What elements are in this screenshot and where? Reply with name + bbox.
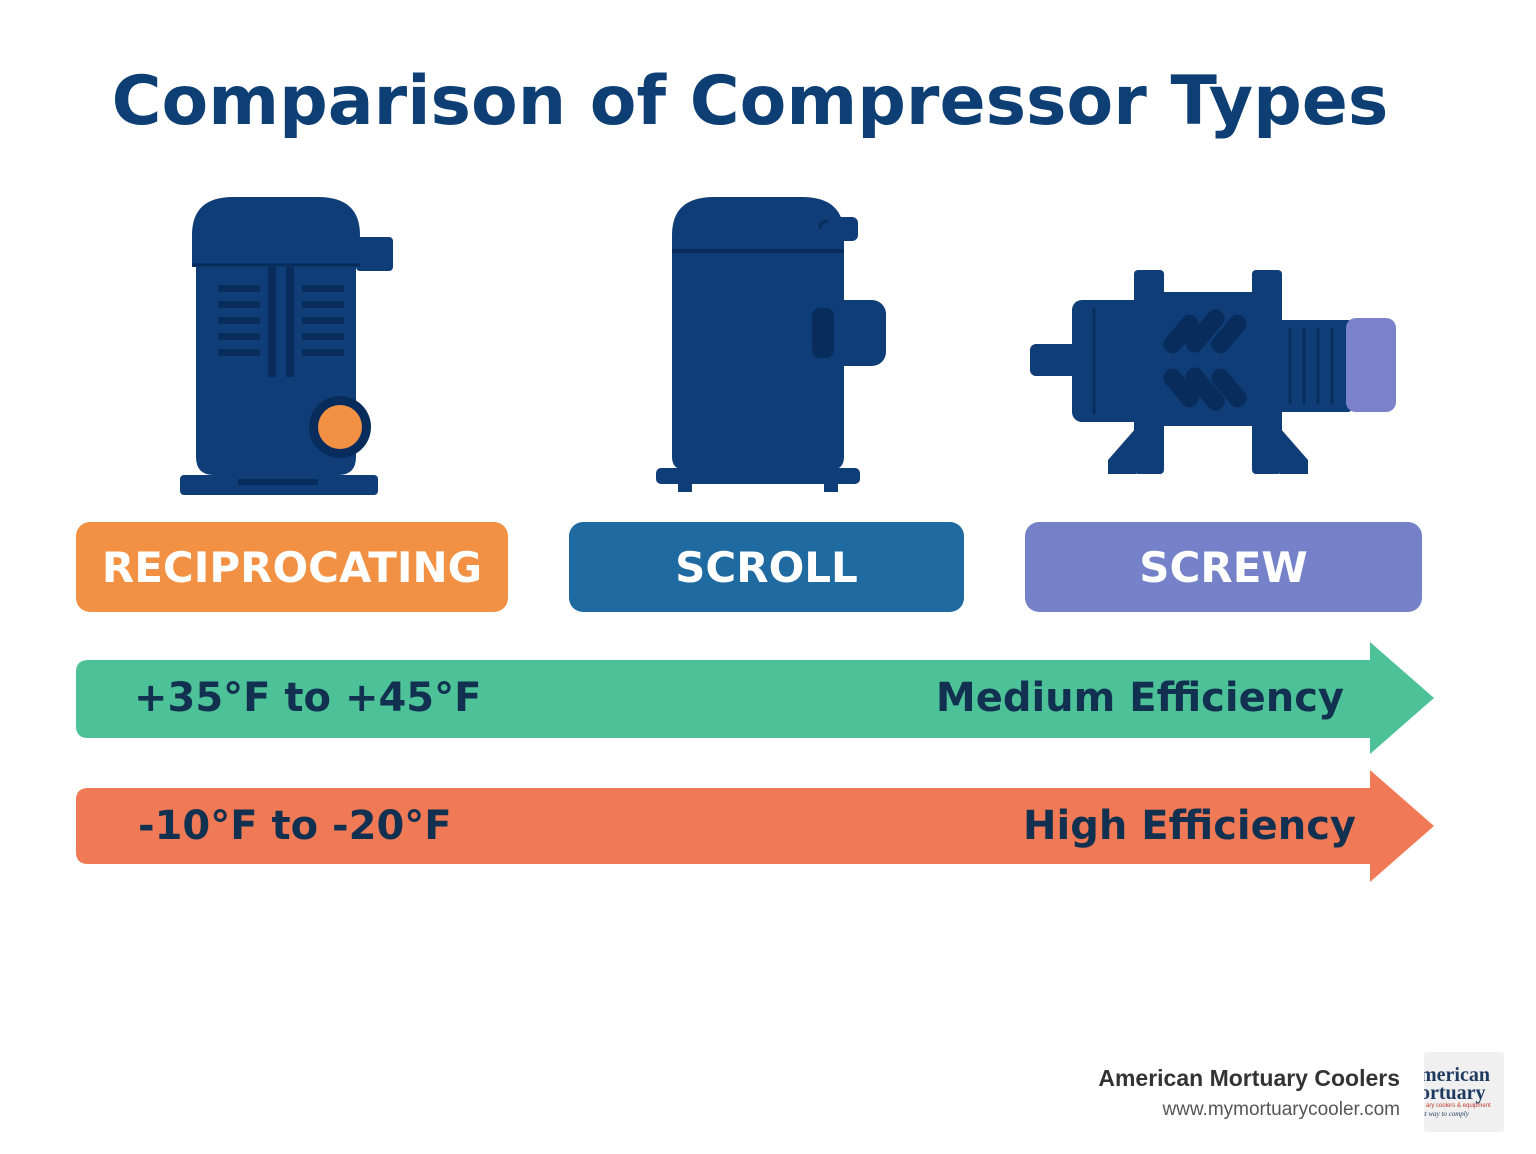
- reciprocating-compressor-icon: [178, 195, 398, 500]
- scroll-compressor-icon: [652, 195, 892, 500]
- reciprocating-label: RECIPROCATING: [76, 522, 508, 612]
- screw-compressor-icon: [1028, 268, 1400, 478]
- logo-line-4: st way to comply: [1424, 1110, 1469, 1118]
- screw-label: SCREW: [1025, 522, 1422, 612]
- logo-line-3: ary coolers & equipment: [1426, 1103, 1491, 1109]
- company-logo: merican ortuary ary coolers & equipment …: [1424, 1052, 1504, 1132]
- high-efficiency-arrow: -10°F to -20°F High Efficiency: [76, 768, 1436, 884]
- scroll-label: SCROLL: [569, 522, 964, 612]
- footer-url[interactable]: www.mymortuarycooler.com: [1162, 1099, 1400, 1120]
- page-title: Comparison of Compressor Types: [111, 62, 1389, 141]
- medium-temperature-range: +35°F to +45°F: [134, 675, 482, 721]
- logo-line-2: ortuary: [1424, 1082, 1486, 1104]
- low-temperature-range: -10°F to -20°F: [138, 803, 452, 849]
- medium-efficiency-arrow: +35°F to +45°F Medium Efficiency: [76, 640, 1436, 756]
- logo-line-1: merican: [1424, 1064, 1490, 1086]
- high-efficiency-label: High Efficiency: [1023, 803, 1356, 849]
- medium-efficiency-label: Medium Efficiency: [935, 675, 1344, 721]
- footer-company-name: American Mortuary Coolers: [1098, 1065, 1400, 1091]
